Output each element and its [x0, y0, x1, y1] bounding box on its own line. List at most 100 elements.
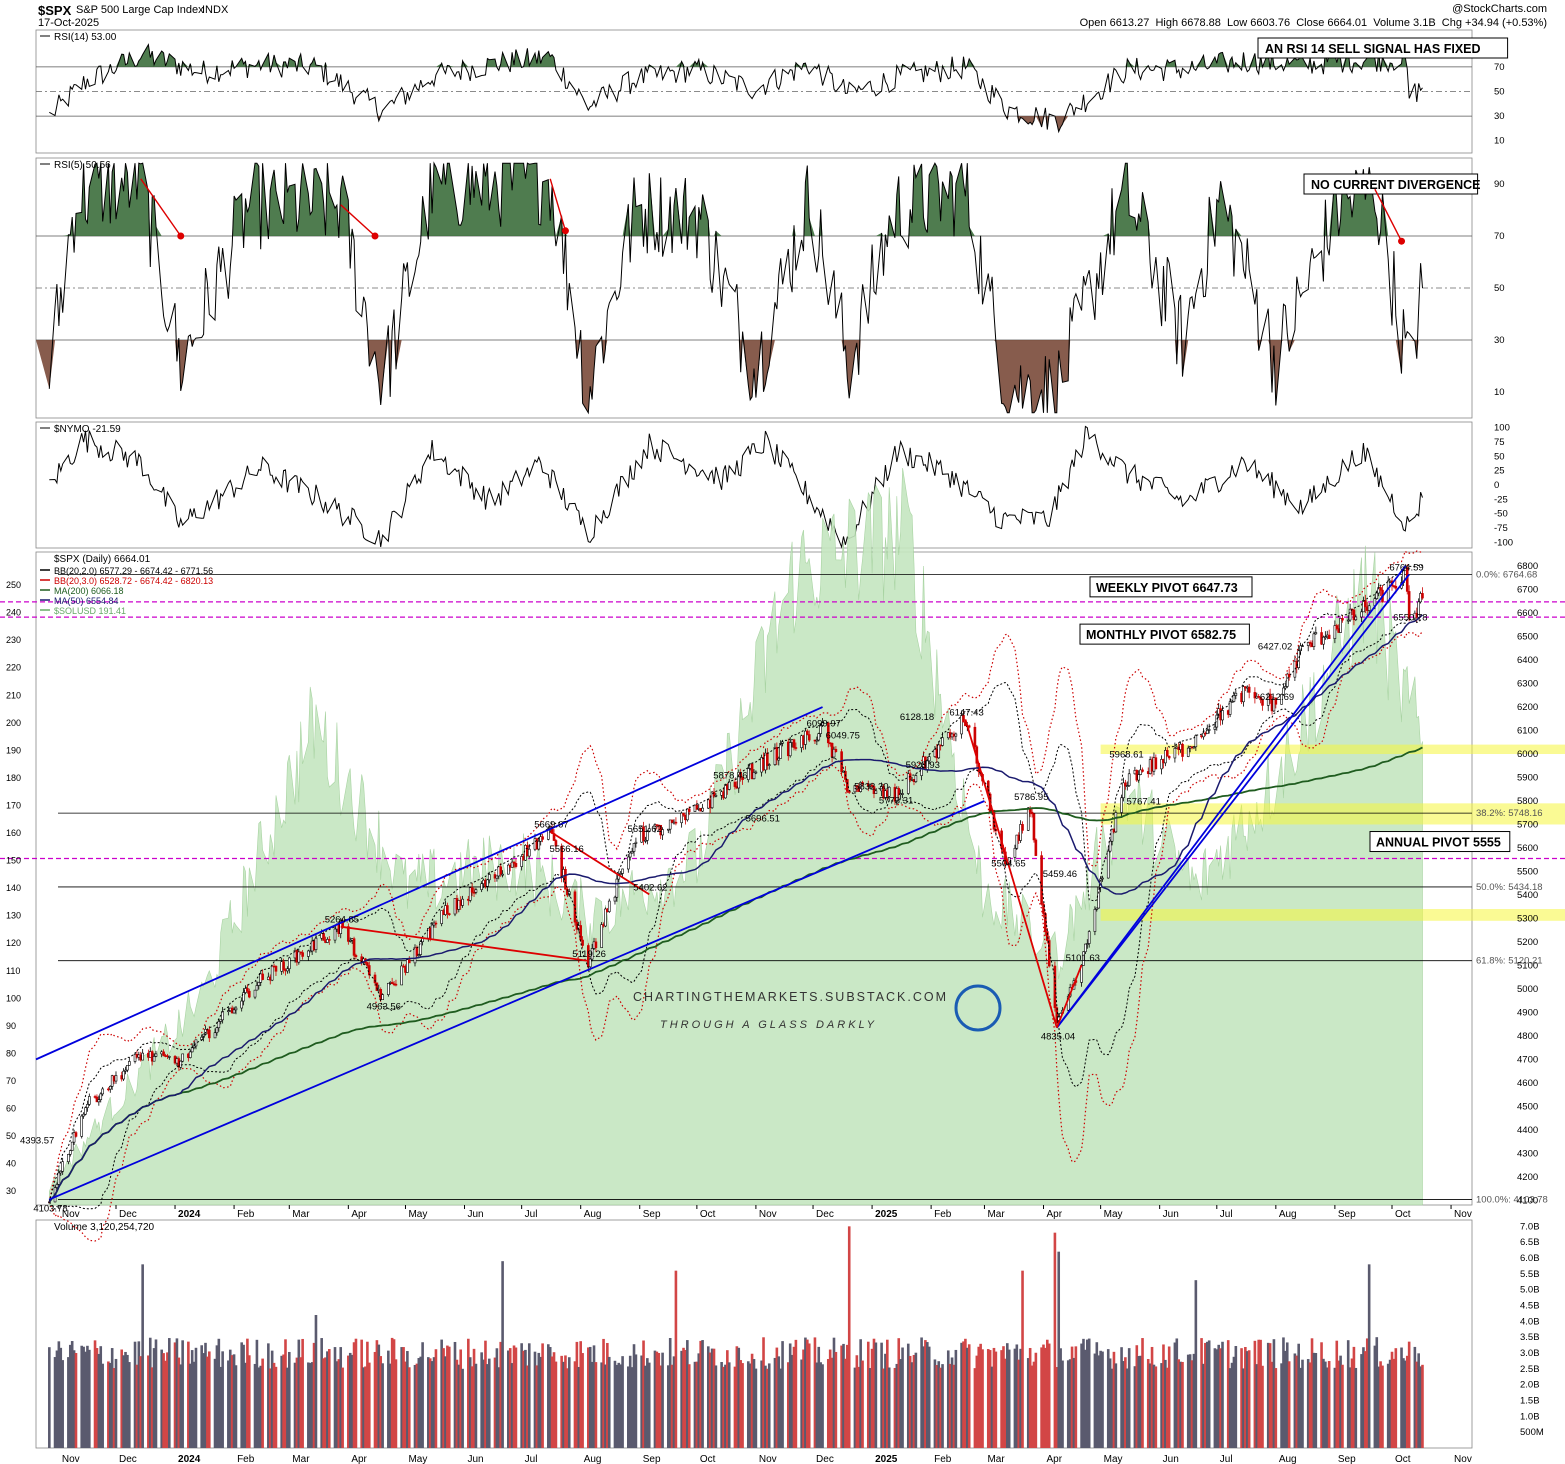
oversold-fill-rsi14 [36, 116, 1423, 132]
volume-bar [253, 1363, 257, 1448]
volume-bar [615, 1364, 619, 1448]
volume-bar [722, 1366, 725, 1448]
candle-body [712, 791, 716, 797]
volume-bar [1287, 1361, 1291, 1448]
volume-bar [126, 1354, 129, 1448]
candle-body [1230, 701, 1234, 703]
tick-label-nymo--50: -50 [1494, 509, 1508, 520]
volume-bar [284, 1339, 287, 1448]
volume-bar [402, 1347, 405, 1448]
candle-body [628, 852, 632, 858]
volume-bar [377, 1344, 381, 1448]
volume-bar [775, 1347, 779, 1448]
volume-bar [1084, 1349, 1087, 1448]
volume-bar [190, 1350, 194, 1448]
high-label: High [1155, 17, 1179, 29]
candle-body [70, 1141, 74, 1151]
price-label: 5878.46 [713, 771, 747, 782]
x-label-volume-10: Sep [643, 1454, 661, 1464]
volume-bar [440, 1339, 443, 1448]
candle-body [1314, 632, 1318, 635]
volume-bar [1032, 1361, 1036, 1448]
volume-bar [895, 1363, 899, 1448]
candle-body [927, 756, 931, 762]
candle-body [1021, 824, 1024, 831]
divergence-line-1 [340, 204, 376, 237]
volume-bar [164, 1360, 167, 1448]
volume-bar [1127, 1348, 1131, 1448]
price-label: 5832.30 [854, 781, 888, 792]
candle-body [630, 851, 634, 854]
x-label-volume-21: Aug [1279, 1454, 1297, 1464]
volume-bar [1108, 1358, 1112, 1448]
volume-bar [1106, 1349, 1110, 1448]
volume-bar [282, 1354, 285, 1448]
volume-bar [95, 1348, 99, 1448]
volume-bar [760, 1360, 763, 1448]
candle-body [61, 1161, 64, 1172]
candle-body [1348, 608, 1352, 621]
volume-bar [1148, 1363, 1152, 1448]
volume-bar [1257, 1339, 1260, 1448]
candle-body [750, 763, 754, 780]
volume-bar [1087, 1338, 1091, 1448]
volume-bar [227, 1360, 230, 1448]
volume-bar [1352, 1346, 1356, 1448]
volume-bar [234, 1365, 238, 1448]
price-label: 5504.65 [991, 858, 1025, 869]
candle-body [1173, 747, 1177, 759]
volume-bar [680, 1350, 683, 1448]
fib-label-0: 0.0%: 6764.68 [1476, 569, 1537, 580]
price-tick-4300: 4300 [1517, 1148, 1538, 1159]
candle-body [1274, 697, 1278, 705]
candle-body [97, 1099, 101, 1103]
volume-bar [510, 1363, 514, 1448]
volume-bar [1177, 1359, 1181, 1448]
x-label-price-11: Oct [700, 1209, 716, 1220]
volume-bar [200, 1345, 203, 1448]
volume-bar [840, 1345, 843, 1448]
volume-bar [88, 1349, 91, 1448]
x-label-volume-23: Oct [1395, 1454, 1411, 1464]
volume-bar [817, 1346, 821, 1448]
volume-bar [566, 1368, 569, 1448]
volume-bar [815, 1362, 819, 1448]
candle-body [1297, 650, 1300, 668]
candle-body [710, 791, 714, 809]
volume-bar [507, 1350, 510, 1448]
candle-body [253, 989, 257, 998]
candle-body [495, 875, 499, 879]
candle-body [634, 841, 638, 844]
volume-bar [1030, 1365, 1034, 1448]
annotation-box-rsi14 [1257, 37, 1509, 59]
candle-body [746, 768, 750, 780]
volume-bar [1059, 1348, 1062, 1448]
price-tick-4100: 4100 [1517, 1195, 1538, 1206]
volume-bar [160, 1349, 163, 1448]
volume-bar [1017, 1359, 1021, 1448]
volume-bar [547, 1344, 550, 1448]
volume-bar [522, 1350, 525, 1448]
fib-label-1: 38.2%: 5748.16 [1476, 808, 1543, 819]
volume-bar [642, 1340, 645, 1448]
volume-bar [1026, 1358, 1030, 1448]
volume-bar [337, 1359, 341, 1448]
overbought-fill-rsi5 [36, 163, 1423, 236]
volume-bar [1377, 1366, 1380, 1448]
candle-body [274, 965, 278, 972]
volume-bar [1167, 1346, 1171, 1448]
annotation-text-rsi14: AN RSI 14 SELL SIGNAL HAS FIXED [1265, 42, 1481, 56]
x-label-price-16: Mar [987, 1209, 1005, 1220]
candle-body [215, 1027, 219, 1034]
volume-bar [706, 1346, 710, 1448]
volume-bar [950, 1357, 954, 1448]
candle-body [1354, 616, 1358, 621]
volume-bar [828, 1349, 832, 1448]
close-value: 6664.01 [1327, 17, 1368, 29]
x-label-price-23: Oct [1395, 1209, 1411, 1220]
volume-bar [1110, 1368, 1114, 1448]
candle-body [914, 775, 918, 782]
volume-bar [846, 1344, 849, 1448]
volume-bar [392, 1339, 396, 1448]
